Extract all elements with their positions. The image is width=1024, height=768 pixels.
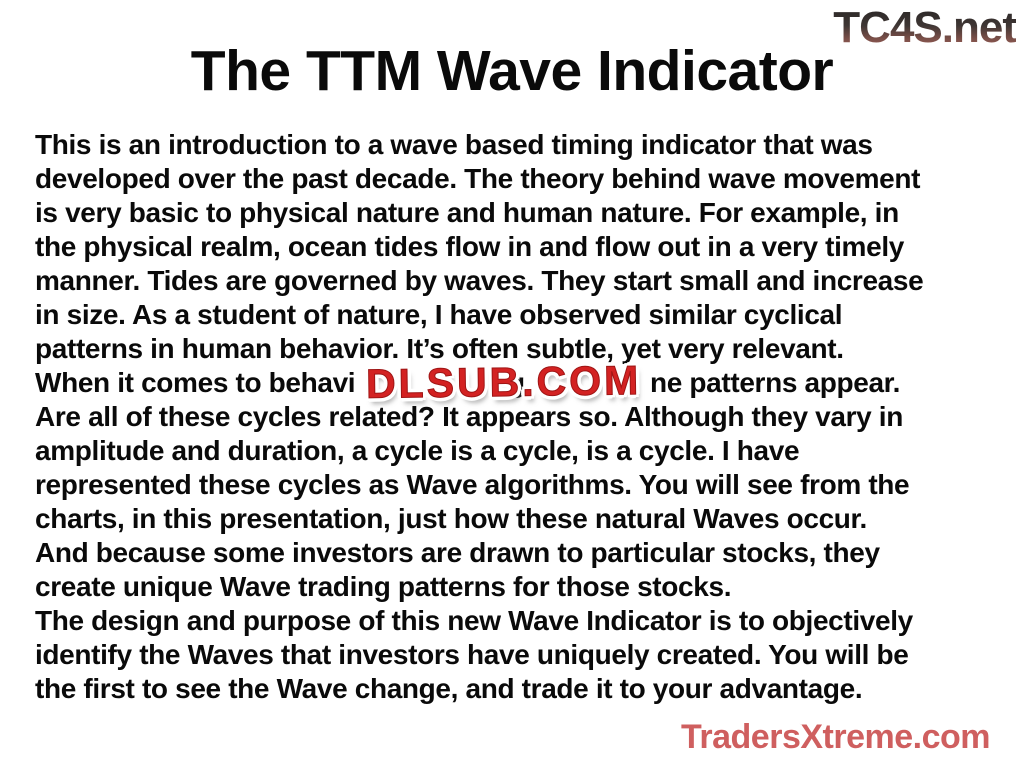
body-line-1: This is an introduction to a wave based … xyxy=(35,129,873,160)
body-line-14: create unique Wave trading patterns for … xyxy=(35,571,732,602)
body-line-12: charts, in this presentation, just how t… xyxy=(35,503,867,534)
body-line-8: When it comes to behavi g, ne patterns a… xyxy=(35,366,1005,400)
body-line-7: patterns in human behavior. It’s often s… xyxy=(35,333,844,364)
body-line-9: Are all of these cycles related? It appe… xyxy=(35,401,903,432)
body-line-8-pre: When it comes to behavi xyxy=(35,367,356,398)
dlsub-watermark: DLSUB.COM xyxy=(365,357,642,408)
body-line-11: represented these cycles as Wave algorit… xyxy=(35,469,910,500)
body-line-5: manner. Tides are governed by waves. The… xyxy=(35,265,924,296)
tc4s-logo: TC4S.net xyxy=(833,3,1017,52)
slide-body: This is an introduction to a wave based … xyxy=(35,128,1005,706)
body-line-10: amplitude and duration, a cycle is a cyc… xyxy=(35,435,800,466)
body-line-4: the physical realm, ocean tides flow in … xyxy=(35,231,904,262)
body-line-6: in size. As a student of nature, I have … xyxy=(35,299,843,330)
tradersxtreme-logo: TradersXtreme.com xyxy=(680,717,991,757)
body-line-13: And because some investors are drawn to … xyxy=(35,537,880,568)
slide-title: The TTM Wave Indicator xyxy=(190,39,834,103)
body-line-2: developed over the past decade. The theo… xyxy=(35,163,921,194)
body-line-8-obscured-peek: g, xyxy=(508,367,533,398)
body-line-8-post: ne patterns appear. xyxy=(650,367,901,398)
body-line-16: identify the Waves that investors have u… xyxy=(35,639,909,670)
body-line-15: The design and purpose of this new Wave … xyxy=(35,605,913,636)
body-line-3: is very basic to physical nature and hum… xyxy=(35,197,899,228)
body-line-17: the first to see the Wave change, and tr… xyxy=(35,673,863,704)
